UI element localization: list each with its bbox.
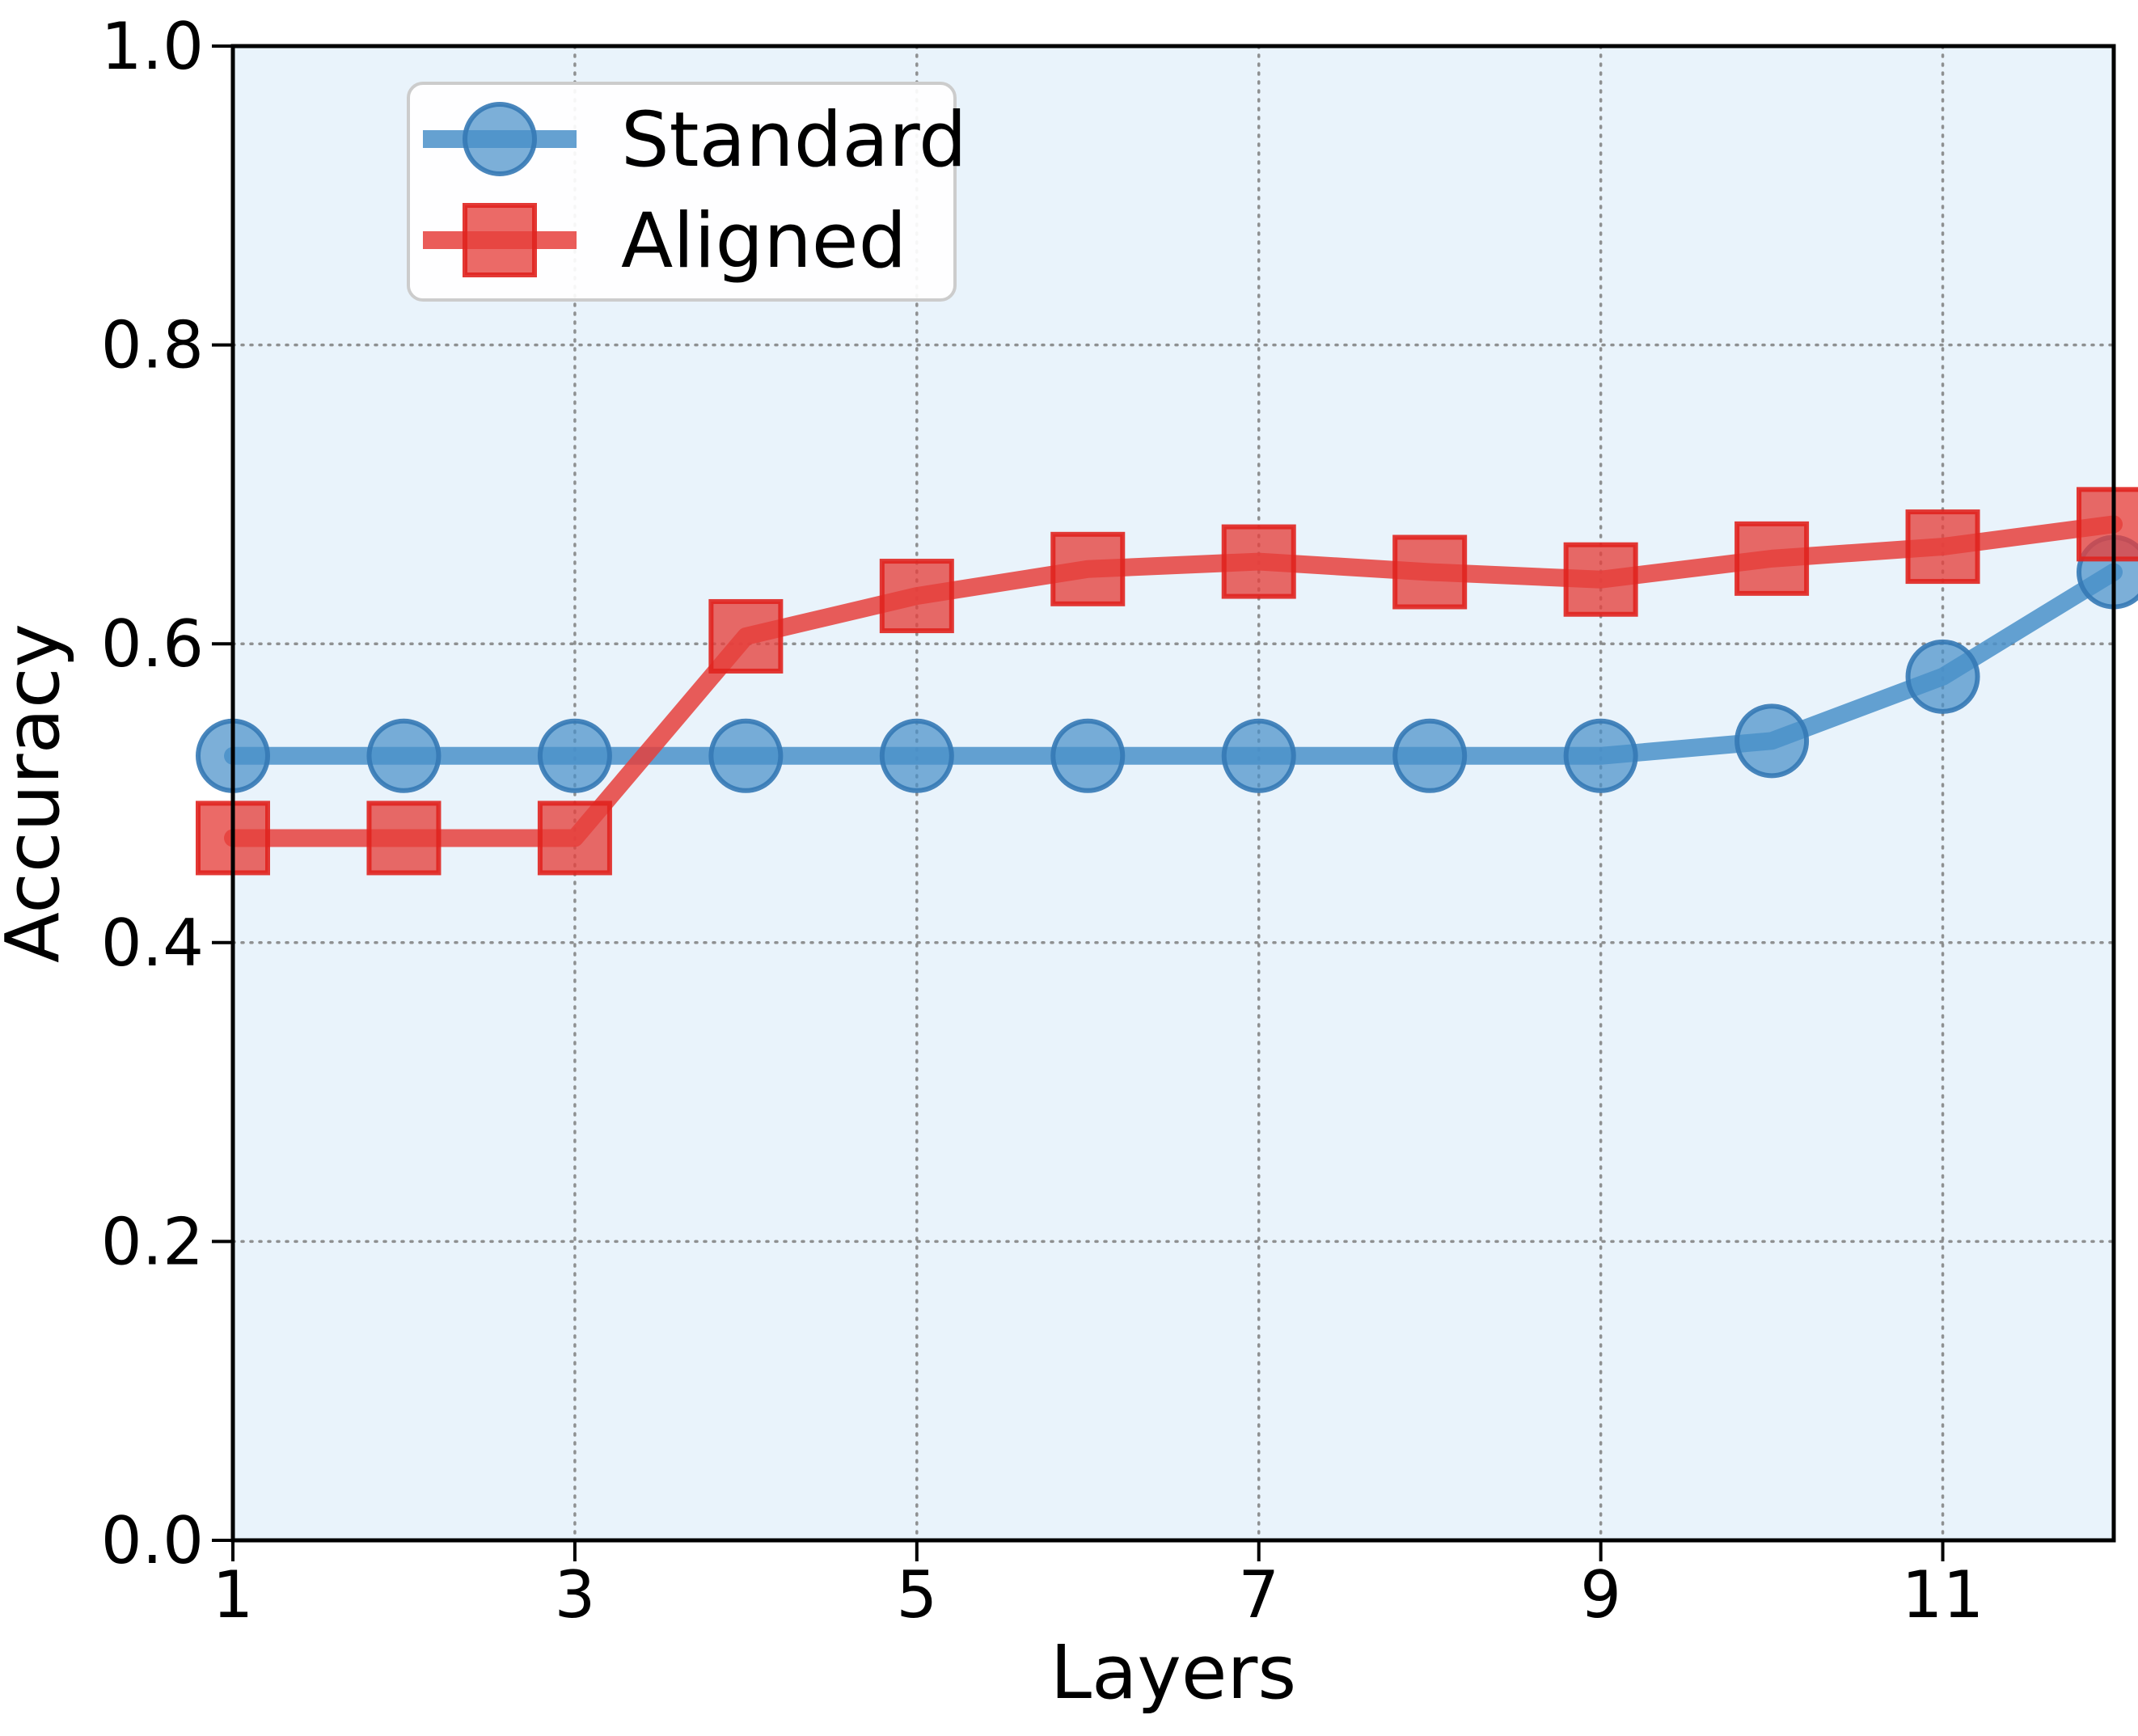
legend-label: Standard: [621, 96, 967, 184]
y-tick-label: 0.2: [101, 1204, 204, 1279]
y-axis-label: Accuracy: [0, 623, 76, 963]
marker-square: [1563, 542, 1638, 617]
y-tick-label: 0.0: [101, 1503, 204, 1578]
marker-square: [463, 203, 537, 277]
x-tick-label: 1: [213, 1557, 254, 1633]
marker-circle: [366, 718, 442, 793]
x-axis-label: Layers: [1050, 1629, 1296, 1716]
marker-square: [1392, 534, 1468, 610]
marker-square: [1050, 531, 1126, 606]
x-tick-label: 11: [1902, 1557, 1984, 1633]
marker-square: [366, 800, 442, 876]
y-tick-label: 0.8: [101, 308, 204, 383]
legend-item-standard: Standard: [423, 96, 967, 184]
marker-circle: [1905, 639, 1980, 714]
marker-square: [708, 598, 784, 674]
x-tick-label: 3: [554, 1557, 595, 1633]
marker-circle: [1392, 718, 1468, 793]
plot-border: [230, 44, 2116, 1543]
marker-square: [537, 800, 612, 876]
y-tick-label: 0.6: [101, 606, 204, 682]
series-layer: [196, 487, 2138, 876]
marker-square: [1905, 509, 1980, 585]
x-tick-label: 5: [896, 1557, 937, 1633]
marker-circle: [1734, 703, 1810, 779]
tick-labels: 1 3 5 7 9 11 0.0 0.2 0.4 0.6 0.8 1.0: [101, 9, 1984, 1633]
y-tick-label: 0.4: [101, 906, 204, 981]
x-tick-label: 7: [1238, 1557, 1279, 1633]
marker-square: [1734, 521, 1810, 596]
marker-circle: [537, 718, 612, 793]
marker-circle: [1221, 718, 1296, 793]
marker-square: [2077, 487, 2138, 562]
legend: Standard Aligned: [407, 82, 967, 302]
marker-square: [879, 559, 954, 634]
legend-item-aligned: Aligned: [423, 197, 906, 285]
marker-circle: [463, 102, 537, 176]
y-tick-label: 1.0: [101, 9, 204, 84]
marker-circle: [1563, 718, 1638, 793]
marker-circle: [1050, 718, 1126, 793]
series-standard: [196, 534, 2138, 793]
x-tick-label: 9: [1580, 1557, 1621, 1633]
marker-square: [1221, 524, 1296, 599]
marker-circle: [708, 718, 784, 793]
axis-ticks: [212, 44, 1945, 1561]
legend-label: Aligned: [621, 197, 906, 285]
series-aligned: [196, 487, 2138, 876]
marker-circle: [879, 718, 954, 793]
